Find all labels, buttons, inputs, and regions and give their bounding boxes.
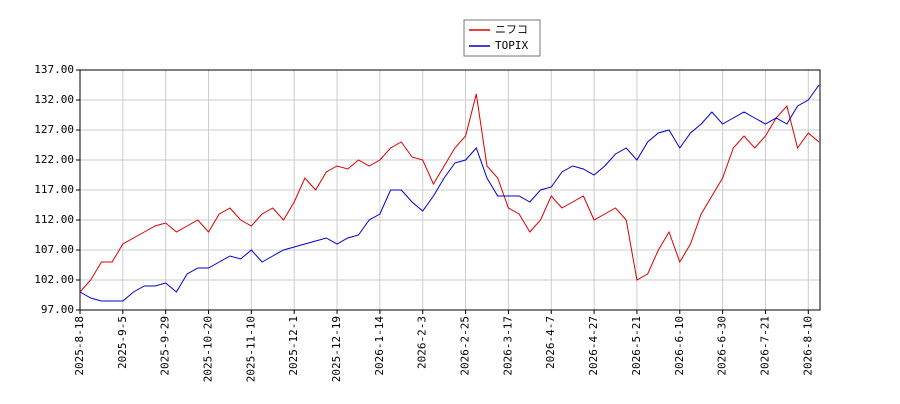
x-tick-label: 2026-6-10 [673,316,686,376]
x-tick-label: 2026-7-21 [758,316,771,376]
y-tick-label: 137.00 [34,63,74,76]
x-tick-label: 2025-12-19 [330,316,343,382]
y-tick-label: 107.00 [34,243,74,256]
x-tick-label: 2025-8-18 [73,316,86,376]
series-line [79,84,820,302]
y-tick-label: 132.00 [34,93,74,106]
y-tick-label: 122.00 [34,153,74,166]
y-tick-label: 112.00 [34,213,74,226]
x-tick-label: 2025-9-29 [159,316,172,376]
x-tick-label: 2026-5-21 [630,316,643,376]
x-tick-label: 2025-11-10 [244,316,257,382]
x-tick-label: 2026-2-3 [416,316,429,369]
legend: ニフコ TOPIX [463,19,541,57]
x-tick-label: 2026-1-14 [373,316,386,376]
legend-label: ニフコ [495,23,528,36]
y-tick-label: 117.00 [34,183,74,196]
y-tick-label: 127.00 [34,123,74,136]
x-tick-label: 2025-9-5 [116,316,129,369]
x-tick-label: 2025-10-20 [202,316,215,382]
y-tick-label: 102.00 [34,273,74,286]
x-tick-label: 2026-3-17 [501,316,514,376]
series-line [79,93,820,293]
x-tick-label: 2025-12-1 [287,316,300,376]
x-tick-label: 2026-4-7 [544,316,557,369]
y-tick-label: 97.00 [41,303,74,316]
x-tick-label: 2026-6-30 [716,316,729,376]
x-tick-label: 2026-2-25 [459,316,472,376]
legend-label: TOPIX [495,39,528,52]
legend-box [463,19,541,57]
plot-frame [79,69,821,311]
x-tick-label: 2026-4-27 [587,316,600,376]
x-tick-label: 2026-8-10 [801,316,814,376]
